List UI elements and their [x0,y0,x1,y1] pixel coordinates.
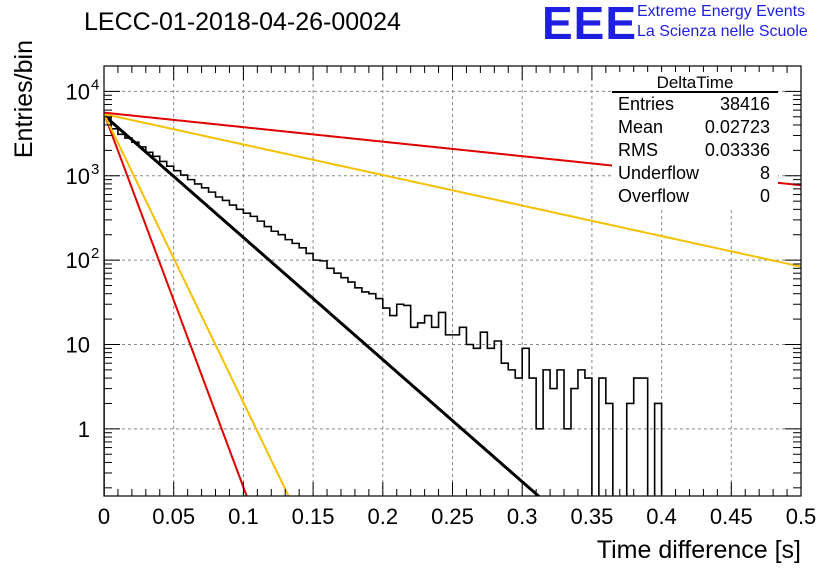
x-tick-label: 0.25 [431,504,474,529]
logo-subtitle-line1: Extreme Energy Events [637,3,806,20]
plot-area: 0 0.05 0.1 0.15 0.2 0.25 0.3 0.35 0.4 0.45 0.5 1 10 1… [10,40,816,564]
stats-row-label: RMS [618,140,658,160]
stats-row-label: Mean [618,117,663,137]
histogram-title: LECC-01-2018-04-26-00024 [84,8,401,36]
x-tick-label: 0.2 [368,504,399,529]
stats-row-value: 0.03336 [705,140,770,160]
y-tick-label: 10 [66,248,90,273]
y-tick-exponent: 2 [91,245,99,262]
stats-row-value: 38416 [720,94,770,114]
stats-box: DeltaTime Entries 38416 Mean 0.02723 RMS 0.033… [612,72,778,209]
data-layer [104,111,801,496]
stats-row-label: Entries [618,94,674,114]
y-tick-label: 10 [66,332,90,357]
x-axis-label: Time difference [s] [597,536,801,564]
stats-row-label: Overflow [618,186,690,206]
stats-row-label: Underflow [618,163,700,183]
stats-box-bg [612,72,778,209]
x-tick-label: 0.3 [507,504,538,529]
fit-curve-2 [104,113,290,496]
y-tick-label: 1 [78,417,90,442]
stats-box-name: DeltaTime [657,73,734,92]
histogram-steps [104,116,663,496]
eee-logo: EEE [542,0,638,49]
fit-curve-1 [104,112,248,496]
y-tick-exponent: 3 [91,161,99,178]
x-tick-label: 0.05 [152,504,195,529]
stats-row-value: 0.02723 [705,117,770,137]
fit-curve-0 [104,114,541,496]
stats-row-value: 8 [760,163,770,183]
logo-subtitle-line2: La Scienza nelle Scuole [637,23,808,40]
x-tick-label: 0.4 [646,504,677,529]
fit-curve-3 [104,112,801,268]
x-tick-label: 0.45 [710,504,753,529]
stats-row-value: 0 [760,186,770,206]
y-axis-label: Entries/bin [10,40,38,158]
y-tick-label: 10 [66,164,90,189]
y-tick-exponent: 4 [91,76,99,93]
x-tick-label: 0.15 [292,504,335,529]
x-tick-label: 0 [98,504,110,529]
x-tick-label: 0.35 [570,504,613,529]
x-tick-label: 0.1 [228,504,259,529]
x-tick-label: 0.5 [786,504,817,529]
y-tick-label: 10 [66,79,90,104]
